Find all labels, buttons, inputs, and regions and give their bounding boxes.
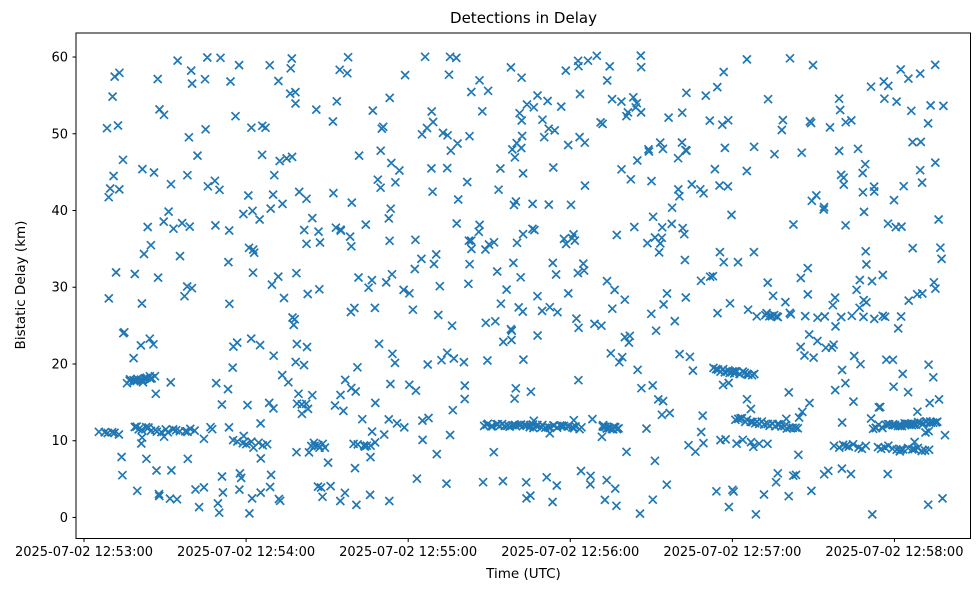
x-tick-label-4: 2025-07-02 12:57:00 — [663, 545, 801, 560]
chart-title: Detections in Delay — [450, 9, 597, 27]
detection-markers — [94, 50, 950, 520]
x-tick-label-5: 2025-07-02 12:58:00 — [825, 545, 963, 560]
y-tick-label-0: 0 — [60, 511, 68, 526]
y-tick-label-3: 30 — [51, 281, 68, 296]
y-axis-label: Bistatic Delay (km) — [13, 220, 29, 350]
y-tick-label-6: 60 — [51, 51, 68, 66]
x-axis-label: Time (UTC) — [486, 566, 561, 582]
y-tick-label-5: 50 — [51, 127, 68, 142]
axes-spines — [75, 32, 971, 539]
x-tick-label-3: 2025-07-02 12:56:00 — [501, 545, 639, 560]
x-tick-label-1: 2025-07-02 12:54:00 — [177, 545, 315, 560]
y-tick-label-4: 40 — [51, 204, 68, 219]
x-tick-label-0: 2025-07-02 12:53:00 — [15, 545, 153, 560]
x-tick-label-2: 2025-07-02 12:55:00 — [339, 545, 477, 560]
y-tick-label-1: 10 — [51, 434, 68, 449]
y-tick-label-2: 20 — [51, 357, 68, 372]
